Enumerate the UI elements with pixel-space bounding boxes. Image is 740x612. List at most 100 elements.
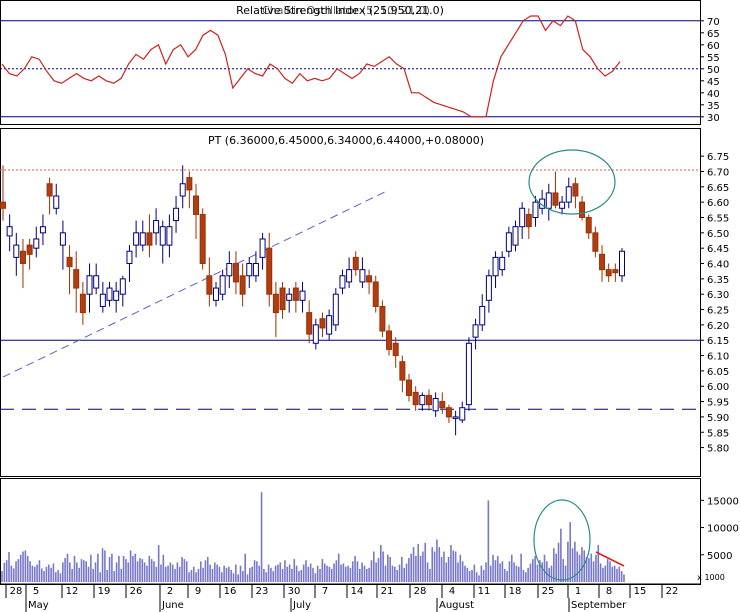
candle-body xyxy=(13,244,20,258)
candle xyxy=(425,389,432,411)
candle-body xyxy=(212,287,219,301)
price-tick-label: 5.85 xyxy=(707,428,729,439)
candle xyxy=(232,251,239,295)
x-tick-label: 14 xyxy=(351,586,364,597)
panel-frame-1 xyxy=(0,128,701,477)
price-panel: 5.80 5.85 5.90 5.95 6.00 6.05 6.10 6.15 6.20 6.25… xyxy=(0,149,729,455)
candle xyxy=(306,300,313,344)
panel-frame-0 xyxy=(0,0,701,125)
candle xyxy=(99,281,106,313)
candle xyxy=(146,214,153,258)
candle-body xyxy=(239,275,246,295)
price-tick-label: 5.80 xyxy=(707,444,729,455)
candle-body xyxy=(505,232,512,252)
candle-body xyxy=(286,293,293,301)
x-tick-label: 12 xyxy=(66,586,79,597)
candle-body xyxy=(532,201,539,218)
candle-body xyxy=(565,186,572,203)
candle-body xyxy=(73,269,80,289)
candle-body xyxy=(346,269,353,283)
price-tick-label: 6.25 xyxy=(707,306,729,317)
candle-body xyxy=(472,324,479,338)
candle xyxy=(532,196,539,227)
x-tick-label: 21 xyxy=(381,586,394,597)
candle-body xyxy=(93,275,100,289)
rsi-tick-label: 55 xyxy=(707,53,720,64)
candle-body xyxy=(179,183,186,197)
candle xyxy=(519,202,526,239)
candle xyxy=(565,177,572,209)
month-label: May xyxy=(28,600,49,611)
volume-annotation-line xyxy=(595,551,625,567)
candle-body xyxy=(512,226,519,246)
candle xyxy=(19,238,26,289)
candle-body xyxy=(299,290,306,301)
candle xyxy=(73,251,80,313)
candle xyxy=(292,281,299,313)
candle-body xyxy=(499,256,506,271)
candle-body xyxy=(226,263,233,277)
candle-body xyxy=(46,183,53,197)
candle xyxy=(133,220,140,258)
month-label: July xyxy=(292,600,311,611)
candle xyxy=(412,386,419,411)
candle xyxy=(193,183,200,239)
candle-body xyxy=(186,177,193,191)
volume-tick-label: 15000 xyxy=(707,496,739,507)
candle-body xyxy=(146,232,153,246)
price-tick-label: 6.45 xyxy=(707,244,729,255)
candle-body xyxy=(419,394,426,406)
candle xyxy=(579,196,586,221)
price-tick-label: 6.60 xyxy=(707,198,729,209)
candle xyxy=(572,177,579,209)
candle-body xyxy=(206,275,213,295)
candle xyxy=(419,392,426,411)
candle-body xyxy=(332,293,339,326)
price-tick-label: 6.65 xyxy=(707,183,729,194)
x-tick-label: 2 xyxy=(167,586,173,597)
candle xyxy=(246,257,253,289)
candle xyxy=(66,245,73,295)
volume-panel: 5000 10000 15000 xyxy=(1,492,739,582)
candle xyxy=(153,208,160,246)
candle-body xyxy=(432,398,439,412)
candle xyxy=(552,171,559,209)
candle-body xyxy=(392,342,399,357)
candle-body xyxy=(19,250,26,265)
x-tick-label: 11 xyxy=(478,586,491,597)
price-tick-label: 6.00 xyxy=(707,382,729,393)
candle-body xyxy=(459,407,466,421)
price-tick-label: 6.05 xyxy=(707,367,729,378)
chaikin-title: Chaikin Oscillator (5, 10, 21.0) xyxy=(262,4,430,17)
candle xyxy=(612,263,619,282)
candle xyxy=(505,226,512,258)
price-tick-label: 6.20 xyxy=(707,321,729,332)
candle xyxy=(379,300,386,338)
candle-body xyxy=(99,293,106,307)
candle xyxy=(159,220,166,264)
candle-body xyxy=(359,269,366,283)
candle-body xyxy=(379,305,386,332)
candle xyxy=(406,373,413,402)
price-tick-label: 6.70 xyxy=(707,167,729,178)
price-tick-label: 6.10 xyxy=(707,352,729,363)
candle xyxy=(326,309,333,341)
highlight-circle xyxy=(528,149,616,215)
x-tick-label: 16 xyxy=(224,586,237,597)
candle xyxy=(599,245,606,282)
candle xyxy=(53,183,60,215)
x-tick-label: 23 xyxy=(256,586,269,597)
candle xyxy=(619,248,625,282)
candle xyxy=(93,263,100,295)
candle xyxy=(319,312,326,338)
month-label: August xyxy=(439,600,474,611)
candle-body xyxy=(0,201,6,209)
candle xyxy=(79,281,86,325)
candle xyxy=(372,275,379,313)
candle xyxy=(545,183,552,221)
candle-body xyxy=(572,183,579,197)
volume-unit-label: x 1000 xyxy=(697,573,725,582)
month-label: September xyxy=(571,600,627,611)
candle xyxy=(239,263,246,307)
